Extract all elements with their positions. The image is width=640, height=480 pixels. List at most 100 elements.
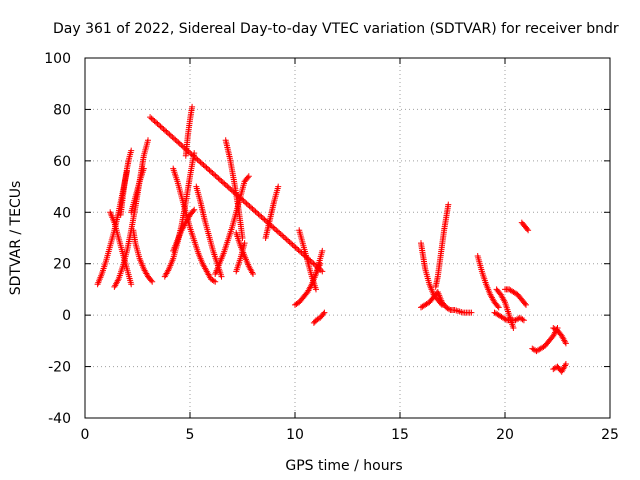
data-point-interp — [273, 227, 280, 234]
data-point-interp — [158, 124, 165, 131]
data-point-interp — [283, 236, 290, 243]
data-point — [241, 240, 248, 247]
y-tick-label: 60 — [53, 154, 71, 170]
y-tick-label: -40 — [48, 411, 71, 427]
data-point-interp — [154, 120, 161, 127]
data-point-interp — [157, 123, 164, 130]
data-point — [319, 268, 326, 275]
data-point — [140, 165, 147, 172]
data-point-interp — [270, 224, 277, 231]
data-point — [189, 103, 196, 110]
data-point-interp — [288, 240, 295, 247]
data-point-interp — [253, 209, 260, 216]
data-point-interp — [242, 199, 249, 206]
data-point-interp — [210, 277, 217, 284]
data-point — [562, 340, 569, 347]
data-point-interp — [280, 233, 287, 240]
data-point-interp — [215, 175, 222, 182]
data-points — [94, 103, 569, 375]
data-point-interp — [219, 179, 226, 186]
data-point — [191, 206, 198, 213]
data-point-interp — [161, 127, 168, 134]
data-point — [128, 281, 135, 288]
data-point-interp — [190, 208, 197, 214]
data-point — [445, 201, 452, 208]
tick-labels: 0 5 10 15 20 25 -40 -20 0 20 40 60 80 100 — [44, 51, 619, 443]
data-point-interp — [285, 237, 292, 244]
data-point-interp — [274, 228, 281, 235]
y-axis-label: SDTVAR / TECUs — [8, 181, 24, 296]
data-point-interp — [243, 200, 250, 207]
x-tick-label: 10 — [286, 427, 304, 443]
data-point-interp — [166, 131, 173, 138]
data-point — [275, 183, 282, 190]
data-point-interp — [249, 205, 256, 212]
data-point-interp — [251, 207, 258, 214]
x-tick-label: 0 — [81, 427, 90, 443]
data-point — [212, 278, 219, 285]
data-point-interp — [156, 122, 163, 129]
data-point-interp — [200, 162, 207, 169]
y-tick-label: 20 — [53, 257, 71, 273]
data-point-interp — [160, 126, 167, 133]
data-point-interp — [148, 115, 155, 122]
data-point-interp — [212, 172, 219, 179]
data-point-interp — [153, 119, 160, 126]
axis-ticks — [84, 57, 611, 419]
data-point — [128, 147, 135, 154]
grid-lines — [85, 58, 610, 418]
data-point-interp — [519, 316, 526, 323]
data-point-interp — [277, 231, 284, 238]
plot-frame — [84, 57, 611, 419]
data-point-interp — [446, 306, 452, 313]
data-point-interp — [206, 167, 213, 174]
data-point-interp — [286, 239, 293, 246]
data-point-interp — [291, 243, 298, 250]
data-point-interp — [203, 164, 210, 171]
data-point-interp — [245, 201, 252, 208]
data-point-interp — [210, 171, 217, 178]
data-point-interp — [248, 204, 255, 211]
data-point-interp — [244, 174, 251, 181]
data-point-interp — [279, 232, 286, 239]
data-point-interp — [258, 213, 265, 220]
data-point — [495, 304, 502, 311]
data-point-interp — [289, 241, 296, 248]
data-point-interp — [151, 118, 158, 125]
data-point-interp — [176, 140, 183, 147]
data-point-interp — [262, 217, 269, 224]
y-tick-label: 40 — [53, 205, 71, 221]
data-point — [510, 325, 517, 331]
chart-title: Day 361 of 2022, Sidereal Day-to-day VTE… — [53, 21, 619, 37]
data-point-interp — [194, 156, 201, 163]
data-point — [191, 150, 198, 157]
x-tick-label: 15 — [391, 427, 409, 443]
x-tick-label: 25 — [601, 427, 619, 443]
data-point-interp — [308, 259, 315, 266]
data-point-interp — [193, 155, 200, 162]
data-point-interp — [524, 226, 531, 232]
data-point — [147, 114, 154, 121]
data-point-interp — [310, 260, 317, 267]
data-point-interp — [167, 132, 174, 139]
data-point-interp — [209, 170, 216, 177]
y-tick-label: -20 — [48, 360, 71, 376]
data-point-interp — [521, 300, 528, 307]
data-point-interp — [163, 128, 170, 135]
data-point-interp — [252, 208, 259, 215]
data-point-interp — [225, 184, 232, 191]
data-point — [520, 317, 527, 324]
data-point-interp — [494, 303, 501, 310]
data-point-interp — [271, 225, 278, 232]
data-point-interp — [268, 223, 275, 230]
data-point-interp — [204, 166, 211, 173]
data-point-interp — [256, 212, 263, 219]
y-tick-label: 0 — [62, 308, 71, 324]
data-point-interp — [295, 247, 302, 254]
data-point — [562, 361, 569, 367]
data-point-interp — [221, 180, 228, 187]
data-point-interp — [227, 185, 234, 192]
x-tick-label: 5 — [186, 427, 195, 443]
data-point — [321, 309, 328, 316]
